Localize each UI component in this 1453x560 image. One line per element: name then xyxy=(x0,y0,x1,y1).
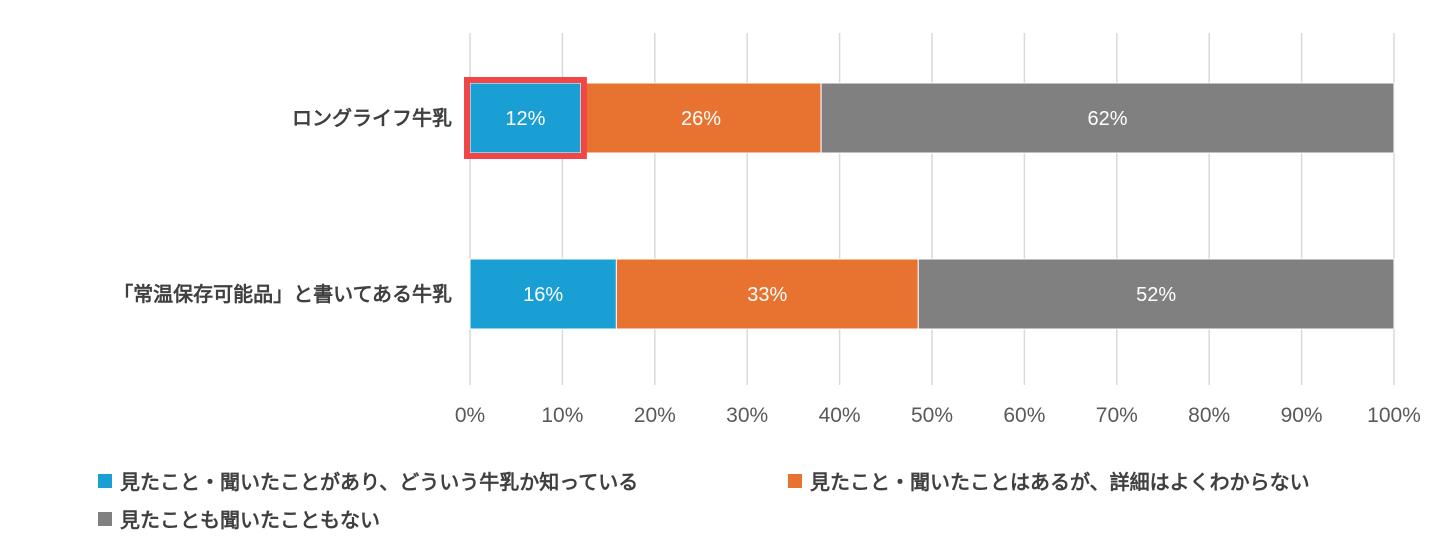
legend-label-never: 見たことも聞いたこともない xyxy=(120,508,380,532)
bars xyxy=(469,82,1395,330)
x-tick-label-7: 70% xyxy=(1096,404,1138,427)
legend-swatch-never xyxy=(98,511,112,526)
bar-c1-s0 xyxy=(469,258,617,330)
legend-item-never: 見たことも聞いたこともない xyxy=(98,504,380,533)
bar-c1-s1 xyxy=(615,258,919,330)
legend-label-unclear: 見たこと・聞いたことはあるが、詳細はよくわからない xyxy=(810,470,1310,494)
stacked-bar-chart: 12% 26% 62% 16% 33% 52% ロングライフ牛乳「常温保存可能品」と書いて… xyxy=(113,33,1421,427)
legend-item-known: 見たこと・聞いたことがあり、どういう牛乳か知っている xyxy=(98,466,638,495)
legend-swatch-known xyxy=(98,473,112,488)
x-tick-label-10: 100% xyxy=(1367,404,1421,427)
data-label-c0-s0: 12% xyxy=(505,108,545,130)
x-tick-label-5: 50% xyxy=(911,404,953,427)
bar-c0-s2 xyxy=(820,82,1395,154)
x-tick-label-3: 30% xyxy=(726,404,768,427)
legend-swatch-unclear xyxy=(788,473,802,488)
legend-label-known: 見たこと・聞いたことがあり、どういう牛乳か知っている xyxy=(120,470,639,494)
x-tick-label-8: 80% xyxy=(1188,404,1230,427)
legend: 見たこと・聞いたことがあり、どういう牛乳か知っている 見たこと・聞いたことはある… xyxy=(98,458,1438,548)
x-tick-label-6: 60% xyxy=(1003,404,1045,427)
x-tick-label-4: 40% xyxy=(819,404,861,427)
highlight-box xyxy=(464,77,587,159)
data-labels: 12% 26% 62% 16% 33% 52% xyxy=(505,108,1176,306)
x-tick-label-0: 0% xyxy=(455,404,485,427)
legend-item-unclear: 見たこと・聞いたことはあるが、詳細はよくわからない xyxy=(788,466,1310,495)
category-label-0: ロングライフ牛乳 xyxy=(292,106,452,130)
data-label-c1-s1: 33% xyxy=(747,284,787,306)
bar-c1-s2 xyxy=(917,258,1395,330)
x-axis-tick-labels: 0% 10% 20% 30% 40% 50% 60% 70% 80% 90% 100% xyxy=(455,404,1421,427)
x-tick-label-9: 90% xyxy=(1281,404,1323,427)
bar-c0-s1 xyxy=(580,82,822,154)
x-tick-label-1: 10% xyxy=(541,404,583,427)
bar-c0-s0 xyxy=(469,82,582,154)
highlight xyxy=(464,77,587,159)
data-label-c1-s2: 52% xyxy=(1136,284,1176,306)
x-tick-label-2: 20% xyxy=(634,404,676,427)
category-labels: ロングライフ牛乳「常温保存可能品」と書いてある牛乳 xyxy=(113,106,452,306)
data-label-c0-s2: 62% xyxy=(1088,108,1128,130)
category-label-1: 「常温保存可能品」と書いてある牛乳 xyxy=(113,282,452,306)
data-label-c0-s1: 26% xyxy=(681,108,721,130)
data-label-c1-s0: 16% xyxy=(523,284,563,306)
